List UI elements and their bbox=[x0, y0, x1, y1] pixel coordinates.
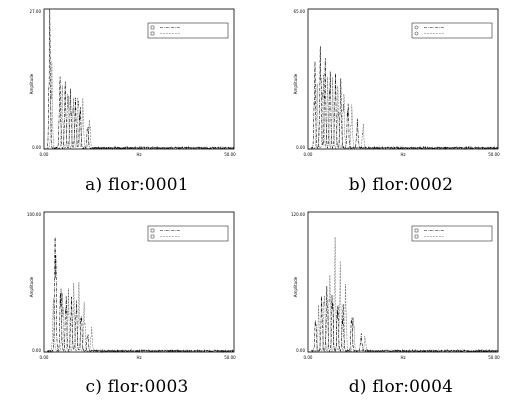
legend-swatch-1 bbox=[414, 228, 419, 233]
series-layer bbox=[44, 8, 235, 151]
series-layer bbox=[308, 46, 499, 151]
caption-a: a) flor:0001 bbox=[85, 175, 189, 195]
y-tick-bottom: 0.00 bbox=[32, 145, 41, 150]
x-tick-right: 50.00 bbox=[224, 152, 236, 157]
y-tick-top: 27.00 bbox=[30, 9, 42, 14]
legend-swatch-2 bbox=[150, 234, 155, 239]
legend-swatch-1 bbox=[150, 25, 155, 30]
y-axis-label: Amplitude bbox=[29, 73, 34, 94]
x-tick-right: 50.00 bbox=[488, 152, 500, 157]
x-tick-left: 0.00 bbox=[40, 152, 49, 157]
x-tick-left: 0.00 bbox=[304, 355, 313, 360]
legend-swatch-2 bbox=[414, 234, 419, 239]
series-2-line bbox=[308, 74, 499, 150]
legend-swatch-2 bbox=[414, 31, 419, 36]
x-tick-mid: Hz bbox=[400, 152, 405, 157]
chart-b: 65.00 0.00 Amplitude 0.00 Hz 50.00 bbox=[293, 8, 500, 157]
y-axis-label: Amplitude bbox=[29, 276, 34, 297]
y-tick-bottom: 0.00 bbox=[32, 348, 41, 353]
chart-panel-b: 65.00 0.00 Amplitude 0.00 Hz 50.00 bbox=[284, 4, 504, 159]
chart-panel-a: 27.00 0.00 Amplitude 0.00 Hz 50.00 bbox=[20, 4, 240, 159]
series-layer bbox=[308, 237, 499, 354]
y-tick-top: 120.00 bbox=[291, 212, 305, 217]
legend bbox=[147, 225, 229, 242]
chart-d: 120.00 0.00 Amplitude 0.00 Hz 50.00 bbox=[291, 211, 500, 360]
chart-c: 100.00 0.00 Amplitude 0.00 Hz 50.00 bbox=[27, 211, 236, 360]
x-tick-mid: Hz bbox=[136, 355, 141, 360]
legend-box bbox=[147, 22, 229, 39]
y-axis-label: Amplitude bbox=[293, 73, 298, 94]
legend-swatch-1 bbox=[414, 25, 419, 30]
chart-panel-d: 120.00 0.00 Amplitude 0.00 Hz 50.00 bbox=[284, 207, 504, 362]
caption-b: b) flor:0002 bbox=[348, 175, 454, 195]
legend-box bbox=[411, 22, 493, 39]
series-2-line bbox=[308, 237, 499, 353]
x-tick-left: 0.00 bbox=[304, 152, 313, 157]
x-tick-mid: Hz bbox=[136, 152, 141, 157]
y-tick-top: 100.00 bbox=[27, 212, 41, 217]
y-tick-top: 65.00 bbox=[294, 9, 306, 14]
legend-swatch-2 bbox=[150, 31, 155, 36]
x-tick-left: 0.00 bbox=[40, 355, 49, 360]
legend-box bbox=[147, 225, 229, 242]
chart-panel-c: 100.00 0.00 Amplitude 0.00 Hz 50.00 bbox=[20, 207, 240, 362]
y-tick-bottom: 0.00 bbox=[296, 348, 305, 353]
legend-box bbox=[411, 225, 493, 242]
caption-c: c) flor:0003 bbox=[85, 377, 189, 397]
legend bbox=[411, 225, 493, 242]
series-1-line bbox=[44, 236, 235, 354]
y-tick-bottom: 0.00 bbox=[296, 145, 305, 150]
y-axis-label: Amplitude bbox=[293, 276, 298, 297]
x-tick-right: 50.00 bbox=[488, 355, 500, 360]
x-tick-right: 50.00 bbox=[224, 355, 236, 360]
series-1-line bbox=[308, 285, 499, 354]
legend bbox=[147, 22, 229, 39]
series-layer bbox=[44, 236, 235, 354]
chart-a: 27.00 0.00 Amplitude 0.00 Hz 50.00 bbox=[29, 8, 236, 157]
legend bbox=[411, 22, 493, 39]
legend-swatch-1 bbox=[150, 228, 155, 233]
series-2-line bbox=[44, 61, 235, 150]
series-1-line bbox=[308, 46, 499, 151]
x-tick-mid: Hz bbox=[400, 355, 405, 360]
caption-d: d) flor:0004 bbox=[348, 377, 454, 397]
